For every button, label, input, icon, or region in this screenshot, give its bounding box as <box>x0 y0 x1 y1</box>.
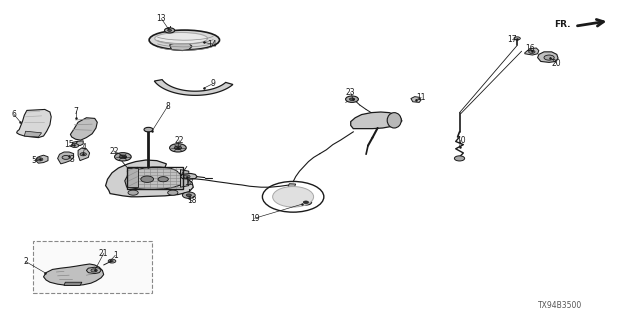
Text: 22: 22 <box>109 147 118 156</box>
Text: 2: 2 <box>23 257 28 266</box>
Text: FR.: FR. <box>554 20 571 29</box>
Ellipse shape <box>149 30 220 50</box>
Polygon shape <box>127 168 138 187</box>
Circle shape <box>514 37 520 40</box>
Text: 20: 20 <box>552 59 562 68</box>
Ellipse shape <box>155 32 207 44</box>
Circle shape <box>111 260 113 262</box>
Circle shape <box>108 259 116 263</box>
Text: 23: 23 <box>346 88 356 97</box>
Circle shape <box>170 144 186 152</box>
Circle shape <box>119 155 127 159</box>
Circle shape <box>158 177 168 182</box>
Circle shape <box>91 269 97 272</box>
Polygon shape <box>351 112 402 129</box>
Polygon shape <box>17 109 51 138</box>
Ellipse shape <box>387 113 401 128</box>
Circle shape <box>168 190 178 195</box>
Polygon shape <box>106 160 193 197</box>
Bar <box>33 241 152 293</box>
Circle shape <box>141 176 154 182</box>
Text: 19: 19 <box>250 214 260 223</box>
Circle shape <box>80 153 86 156</box>
Text: 9: 9 <box>210 79 215 88</box>
Polygon shape <box>288 184 296 187</box>
Circle shape <box>144 127 153 132</box>
Polygon shape <box>78 148 90 161</box>
Circle shape <box>300 199 312 205</box>
Circle shape <box>303 201 308 204</box>
Text: 1: 1 <box>113 251 118 260</box>
Text: 10: 10 <box>456 136 466 145</box>
Circle shape <box>529 50 535 53</box>
Polygon shape <box>411 97 421 102</box>
Polygon shape <box>180 173 197 179</box>
Polygon shape <box>170 42 192 51</box>
Text: 6: 6 <box>12 110 17 119</box>
Circle shape <box>115 153 131 161</box>
Polygon shape <box>538 52 558 62</box>
Text: 8: 8 <box>165 102 170 111</box>
Circle shape <box>349 98 355 100</box>
Text: 13: 13 <box>156 14 166 23</box>
Polygon shape <box>86 267 101 274</box>
Circle shape <box>346 96 358 102</box>
Circle shape <box>128 190 138 195</box>
Polygon shape <box>125 167 182 189</box>
Circle shape <box>184 175 190 178</box>
Polygon shape <box>64 282 82 285</box>
Text: 15: 15 <box>64 140 74 149</box>
Polygon shape <box>58 152 74 164</box>
Text: 16: 16 <box>525 44 535 53</box>
Circle shape <box>36 158 43 161</box>
Circle shape <box>174 146 182 150</box>
Text: 4: 4 <box>82 143 87 152</box>
Text: 17: 17 <box>507 35 517 44</box>
Text: 5: 5 <box>31 156 36 165</box>
Circle shape <box>182 192 195 198</box>
Polygon shape <box>44 264 104 285</box>
Text: 21: 21 <box>99 249 108 258</box>
Text: TX94B3500: TX94B3500 <box>538 301 582 310</box>
Polygon shape <box>525 48 539 55</box>
Text: 22: 22 <box>175 136 184 145</box>
Text: 18: 18 <box>188 196 196 205</box>
Circle shape <box>273 187 314 207</box>
Text: 7: 7 <box>73 107 78 116</box>
Text: 11: 11 <box>417 93 426 102</box>
Circle shape <box>71 144 79 148</box>
Polygon shape <box>36 155 48 163</box>
Text: 12: 12 <box>184 178 193 187</box>
Polygon shape <box>70 118 97 140</box>
Bar <box>127 167 183 189</box>
Text: 14: 14 <box>207 40 218 49</box>
Circle shape <box>168 29 172 31</box>
Circle shape <box>454 156 465 161</box>
Polygon shape <box>154 80 233 95</box>
Polygon shape <box>72 141 83 146</box>
Polygon shape <box>180 170 189 187</box>
Polygon shape <box>24 131 42 137</box>
Circle shape <box>544 55 554 60</box>
Text: 3: 3 <box>69 155 74 164</box>
Circle shape <box>62 156 70 159</box>
Circle shape <box>164 28 175 33</box>
Circle shape <box>186 194 191 196</box>
